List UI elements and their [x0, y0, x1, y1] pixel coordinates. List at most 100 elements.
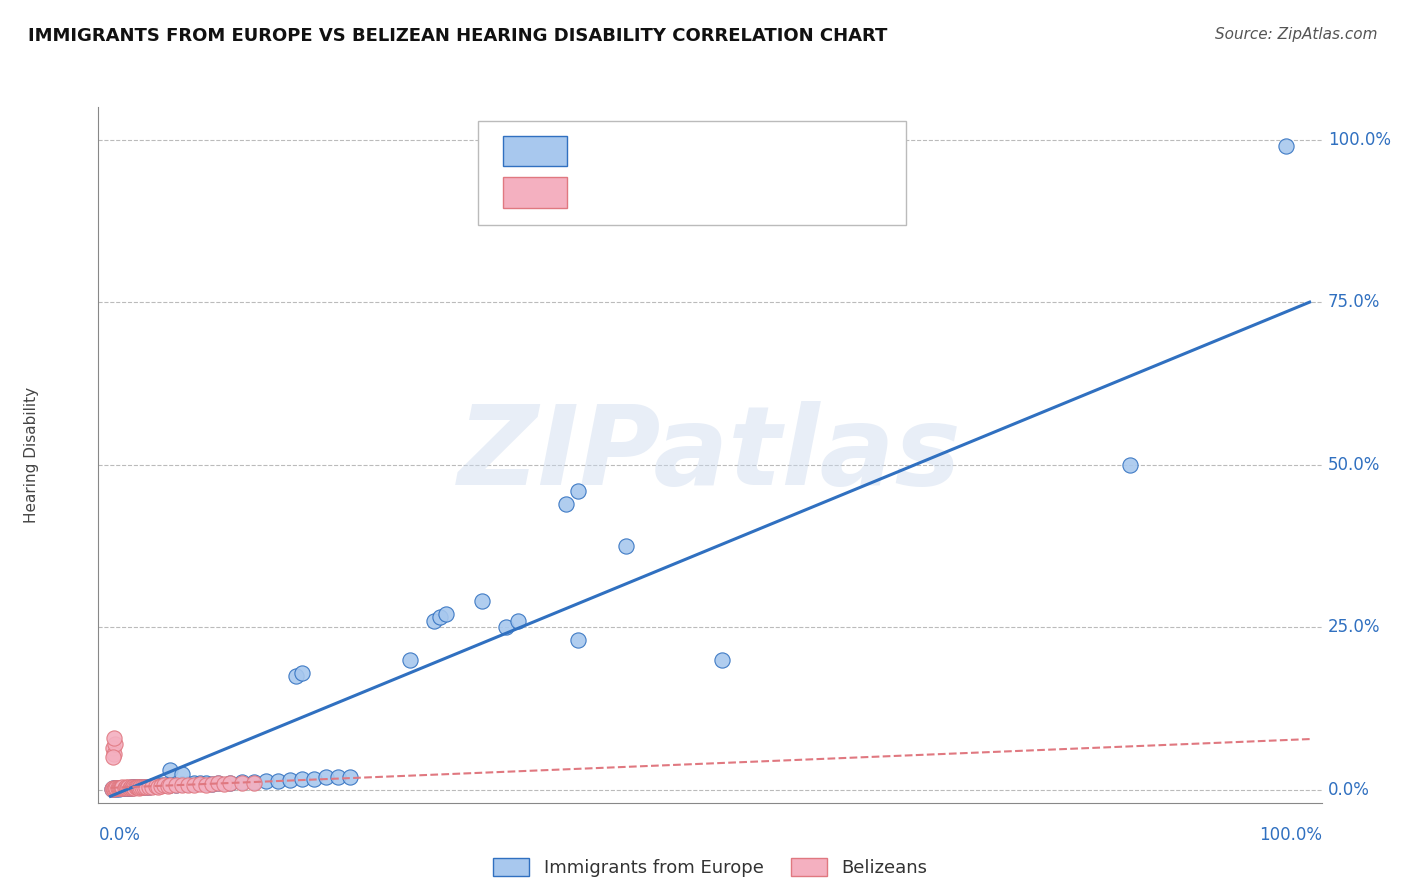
- Point: [104, 737, 127, 751]
- Point: [138, 780, 160, 795]
- Point: [214, 777, 236, 791]
- Text: R = 0.827: R = 0.827: [586, 142, 685, 160]
- Point: [148, 780, 170, 794]
- Point: [567, 633, 589, 648]
- Point: [117, 780, 139, 795]
- Point: [115, 780, 138, 795]
- Point: [103, 747, 125, 761]
- Point: [107, 781, 129, 796]
- Text: IMMIGRANTS FROM EUROPE VS BELIZEAN HEARING DISABILITY CORRELATION CHART: IMMIGRANTS FROM EUROPE VS BELIZEAN HEARI…: [28, 27, 887, 45]
- Point: [328, 770, 350, 784]
- Point: [159, 778, 181, 792]
- Text: R = 0.087: R = 0.087: [586, 184, 685, 202]
- Point: [104, 780, 127, 795]
- Point: [711, 653, 734, 667]
- Point: [155, 778, 177, 792]
- Point: [111, 780, 134, 795]
- Point: [267, 774, 290, 789]
- Point: [183, 778, 205, 792]
- Point: [183, 776, 205, 790]
- Point: [219, 776, 242, 790]
- Point: [129, 780, 152, 795]
- Point: [231, 775, 253, 789]
- Point: [172, 777, 194, 791]
- Point: [131, 780, 153, 794]
- Point: [118, 780, 141, 795]
- Point: [339, 771, 361, 785]
- Point: [114, 781, 136, 796]
- Point: [141, 779, 163, 793]
- Point: [115, 780, 138, 795]
- Point: [101, 750, 124, 764]
- Point: [471, 594, 494, 608]
- Point: [148, 778, 170, 792]
- Point: [1274, 139, 1296, 153]
- Point: [103, 731, 125, 745]
- Point: [108, 782, 129, 797]
- Point: [115, 781, 138, 796]
- Point: [219, 775, 242, 789]
- Text: 25.0%: 25.0%: [1327, 618, 1381, 636]
- Point: [105, 782, 128, 797]
- Point: [111, 781, 134, 796]
- Point: [201, 777, 224, 791]
- Point: [108, 781, 129, 796]
- Point: [124, 780, 146, 795]
- Point: [125, 780, 148, 795]
- Point: [150, 778, 173, 792]
- Point: [278, 772, 301, 787]
- Point: [108, 780, 131, 795]
- Text: Source: ZipAtlas.com: Source: ZipAtlas.com: [1215, 27, 1378, 42]
- Point: [195, 778, 218, 792]
- Point: [100, 782, 122, 797]
- Point: [399, 653, 422, 667]
- Point: [188, 777, 211, 791]
- Point: [101, 781, 124, 796]
- Point: [129, 780, 152, 795]
- Point: [159, 778, 181, 792]
- Text: 100.0%: 100.0%: [1327, 130, 1391, 149]
- Point: [120, 780, 142, 795]
- Point: [177, 777, 200, 791]
- Point: [243, 775, 266, 789]
- Point: [291, 665, 314, 680]
- Point: [567, 483, 589, 498]
- Point: [201, 777, 224, 791]
- Point: [231, 775, 253, 789]
- Text: ZIPatlas: ZIPatlas: [458, 401, 962, 508]
- Point: [118, 780, 141, 795]
- Point: [124, 780, 146, 795]
- Point: [285, 669, 308, 683]
- Point: [121, 780, 143, 795]
- Point: [120, 780, 142, 795]
- Point: [149, 779, 172, 793]
- FancyBboxPatch shape: [503, 178, 567, 208]
- FancyBboxPatch shape: [478, 121, 905, 226]
- Point: [103, 782, 125, 797]
- Point: [304, 772, 326, 787]
- Text: N = 69: N = 69: [811, 142, 879, 160]
- Point: [145, 779, 167, 793]
- Point: [195, 776, 218, 790]
- Point: [103, 782, 125, 797]
- Point: [555, 497, 578, 511]
- Text: 75.0%: 75.0%: [1327, 293, 1381, 311]
- Point: [132, 780, 155, 795]
- Text: 100.0%: 100.0%: [1258, 826, 1322, 844]
- Text: 0.0%: 0.0%: [1327, 780, 1369, 799]
- Point: [165, 778, 187, 792]
- Point: [105, 781, 128, 796]
- Point: [127, 780, 149, 795]
- Legend: Immigrants from Europe, Belizeans: Immigrants from Europe, Belizeans: [486, 850, 934, 884]
- Text: 0.0%: 0.0%: [98, 826, 141, 844]
- Point: [100, 782, 122, 797]
- Point: [101, 740, 124, 755]
- Point: [115, 780, 138, 795]
- Text: 50.0%: 50.0%: [1327, 456, 1381, 474]
- Point: [112, 780, 135, 795]
- Point: [128, 780, 150, 795]
- Point: [121, 780, 143, 795]
- Point: [101, 781, 124, 796]
- Point: [122, 780, 145, 795]
- Point: [172, 766, 194, 780]
